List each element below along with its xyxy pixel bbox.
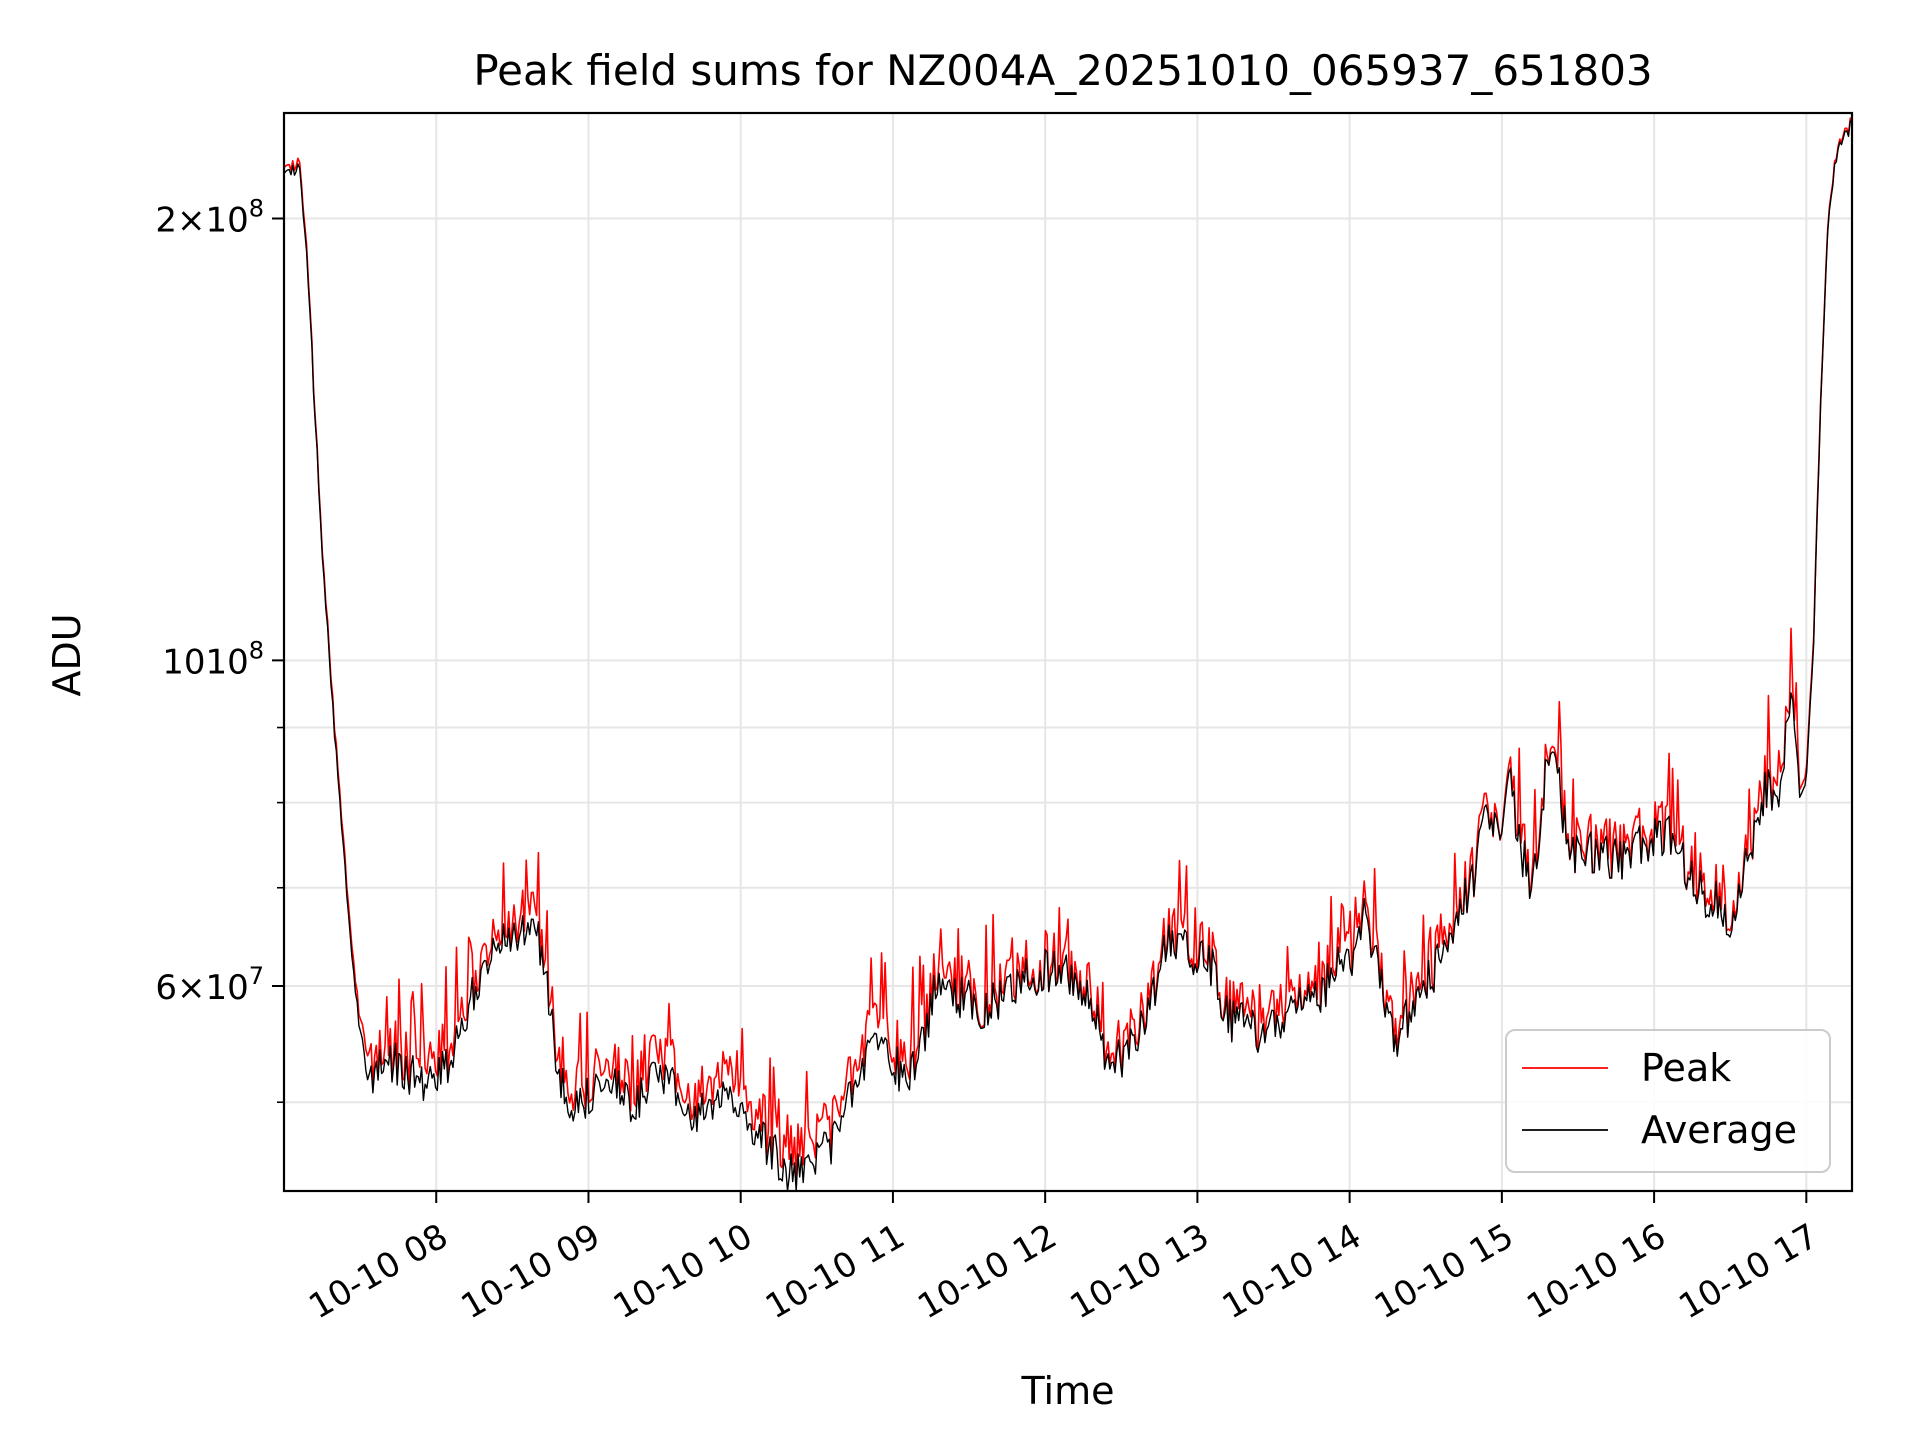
legend-average-label: Average (1641, 1108, 1797, 1152)
legend-box (1505, 1029, 1831, 1173)
chart-title: Peak field sums for NZ004A_20251010_0659… (473, 46, 1652, 95)
y-axis-label: ADU (45, 613, 89, 696)
legend-peak-label: Peak (1641, 1046, 1731, 1090)
plot-frame (282, 111, 1854, 1193)
legend: Peak Average (1505, 1029, 1831, 1173)
y-axis: 2×108 10108 6×107 (155, 195, 284, 1104)
y-tick-label: 10108 (162, 636, 264, 682)
series-line-average (283, 120, 1853, 1192)
grid-layer (284, 113, 1852, 1191)
series-layer (283, 117, 1853, 1192)
x-axis-label: Time (1021, 1369, 1115, 1413)
y-tick-label: 6×107 (155, 962, 264, 1008)
y-tick-label: 2×108 (155, 195, 264, 241)
series-line-peak (283, 117, 1853, 1180)
